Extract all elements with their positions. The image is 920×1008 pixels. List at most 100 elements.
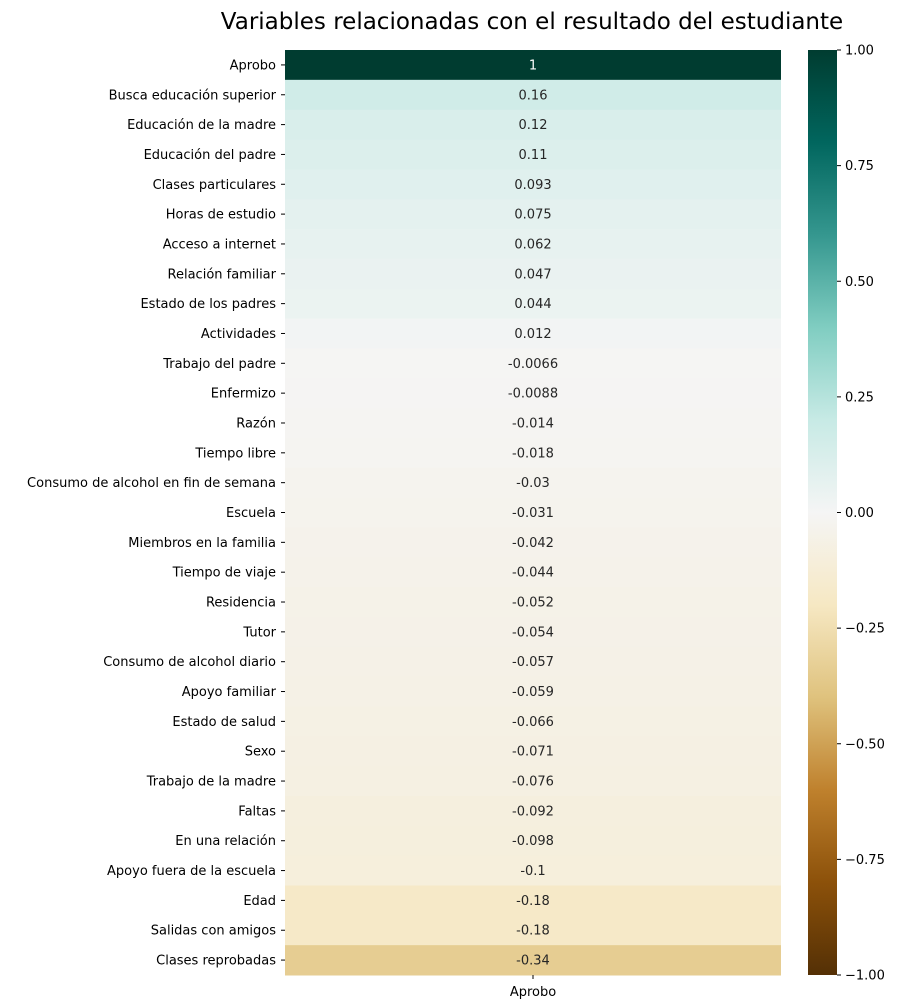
y-tick-label: Educación del padre bbox=[144, 148, 276, 163]
cell-value-label: -0.092 bbox=[512, 804, 554, 819]
heatmap-cell bbox=[285, 676, 781, 707]
heatmap-cell bbox=[285, 109, 781, 141]
colorbar-tick-label: 1.00 bbox=[845, 44, 874, 59]
heatmap-cell bbox=[285, 646, 781, 678]
y-tick-label: En una relación bbox=[175, 834, 276, 849]
heatmap-cell bbox=[285, 706, 781, 737]
cell-value-label: -0.052 bbox=[512, 596, 554, 611]
heatmap-cell bbox=[285, 437, 781, 469]
y-tick-label: Sexo bbox=[245, 745, 276, 760]
heatmap-cell bbox=[285, 616, 781, 648]
cell-value-label: 0.16 bbox=[519, 88, 548, 103]
y-tick-label: Horas de estudio bbox=[166, 208, 276, 223]
heatmap-cell bbox=[285, 885, 781, 916]
heatmap-cell bbox=[285, 915, 781, 946]
cell-value-label: -0.18 bbox=[516, 924, 550, 939]
cell-value-label: -0.031 bbox=[512, 506, 554, 521]
y-tick-label: Estado de los padres bbox=[140, 297, 276, 312]
colorbar-tick-label: −0.50 bbox=[845, 737, 885, 752]
cell-value-label: -0.066 bbox=[512, 715, 554, 730]
heatmap-cell bbox=[285, 945, 781, 976]
y-tick-label: Clases reprobadas bbox=[156, 954, 276, 969]
colorbar-tick-label: 0.75 bbox=[845, 159, 874, 174]
cell-value-label: -0.071 bbox=[512, 745, 554, 760]
y-tick-label: Apoyo fuera de la escuela bbox=[107, 864, 276, 879]
cell-value-label: 0.062 bbox=[514, 237, 551, 252]
y-tick-label: Estado de salud bbox=[172, 715, 276, 730]
colorbar-tick-label: −0.25 bbox=[845, 622, 885, 637]
cell-value-label: -0.014 bbox=[512, 416, 554, 431]
cell-value-label: -0.057 bbox=[512, 655, 554, 670]
y-tick-label: Trabajo del padre bbox=[162, 357, 276, 372]
y-tick-label: Consumo de alcohol en fin de semana bbox=[27, 476, 276, 491]
y-tick-label: Tutor bbox=[242, 625, 276, 640]
heatmap-cell bbox=[285, 348, 781, 379]
colorbar: 1.00 0.75 0.50 0.25 0.00 −0.25 −0.50 −0.75 −1.00 bbox=[808, 44, 885, 984]
cell-value-label: 0.047 bbox=[514, 267, 551, 282]
cell-value-label: 0.012 bbox=[514, 327, 551, 342]
y-axis: Aprobo Busca educación superior Educación … bbox=[27, 58, 285, 969]
heatmap-cell bbox=[285, 378, 781, 409]
y-tick-label: Miembros en la familia bbox=[128, 536, 276, 551]
colorbar-tick-label: 0.50 bbox=[845, 275, 874, 290]
x-axis: Aprobo bbox=[510, 975, 556, 1000]
heatmap-cell bbox=[285, 229, 781, 260]
cell-value-label: -0.076 bbox=[512, 775, 554, 790]
heatmap-cell bbox=[285, 199, 781, 230]
cell-value-label: -0.059 bbox=[512, 685, 554, 700]
heatmap-cell bbox=[285, 408, 781, 439]
heatmap-cell bbox=[285, 766, 781, 797]
y-tick-label: Trabajo de la madre bbox=[146, 775, 276, 790]
cell-value-label: -0.0066 bbox=[508, 357, 558, 372]
cell-value-label: -0.0088 bbox=[508, 387, 558, 402]
heatmap-cell bbox=[285, 527, 781, 558]
heatmap-cells: 1 0.16 0.12 0.11 0.093 0.075 0.062 0.047 0.044 0.… bbox=[285, 50, 781, 976]
y-tick-label: Salidas con amigos bbox=[151, 924, 276, 939]
chart-title: Variables relacionadas con el resultado … bbox=[221, 9, 843, 35]
cell-value-label: -0.018 bbox=[512, 446, 554, 461]
heatmap-cell bbox=[285, 139, 781, 170]
cell-value-label: -0.1 bbox=[520, 864, 545, 879]
cell-value-label: -0.054 bbox=[512, 625, 554, 640]
cell-value-label: -0.098 bbox=[512, 834, 554, 849]
heatmap-cell bbox=[285, 258, 781, 290]
heatmap-cell bbox=[285, 825, 781, 857]
y-tick-label: Residencia bbox=[206, 596, 276, 611]
cell-value-label: 0.075 bbox=[514, 208, 551, 223]
heatmap-cell bbox=[285, 288, 781, 320]
y-tick-label: Enfermizo bbox=[211, 387, 276, 402]
cell-value-label: 0.093 bbox=[514, 178, 551, 193]
cell-value-label: -0.18 bbox=[516, 894, 550, 909]
cell-value-label: -0.03 bbox=[516, 476, 550, 491]
heatmap-cell bbox=[285, 497, 781, 528]
heatmap-cell bbox=[285, 169, 781, 200]
cell-value-label: -0.34 bbox=[516, 954, 550, 969]
heatmap-cell bbox=[285, 855, 781, 886]
colorbar-tick-label: −0.75 bbox=[845, 853, 885, 868]
colorbar-ticks: 1.00 0.75 0.50 0.25 0.00 −0.25 −0.50 −0.75 −1.00 bbox=[837, 44, 885, 984]
y-tick-label: Acceso a internet bbox=[163, 237, 276, 252]
cell-value-label: 1 bbox=[529, 58, 537, 73]
heatmap-cell bbox=[285, 795, 781, 827]
cell-value-label: -0.044 bbox=[512, 566, 554, 581]
y-tick-label: Apoyo familiar bbox=[182, 685, 277, 700]
heatmap-cell bbox=[285, 50, 781, 81]
heatmap-cell bbox=[285, 467, 781, 499]
y-tick-label: Busca educación superior bbox=[109, 88, 277, 103]
y-tick-label: Consumo de alcohol diario bbox=[103, 655, 276, 670]
colorbar-tick-label: −1.00 bbox=[845, 969, 885, 984]
cell-value-label: 0.11 bbox=[519, 148, 548, 163]
y-tick-label: Escuela bbox=[226, 506, 276, 521]
y-tick-label: Actividades bbox=[201, 327, 276, 342]
cell-value-label: -0.042 bbox=[512, 536, 554, 551]
heatmap-cell bbox=[285, 736, 781, 767]
heatmap-cell bbox=[285, 557, 781, 588]
cell-value-label: 0.044 bbox=[514, 297, 551, 312]
y-tick-label: Tiempo libre bbox=[194, 446, 276, 461]
heatmap-cell bbox=[285, 79, 781, 111]
y-tick-label: Edad bbox=[243, 894, 276, 909]
y-tick-label: Faltas bbox=[238, 804, 276, 819]
y-tick-label: Relación familiar bbox=[168, 267, 277, 282]
heatmap-cell bbox=[285, 587, 781, 618]
